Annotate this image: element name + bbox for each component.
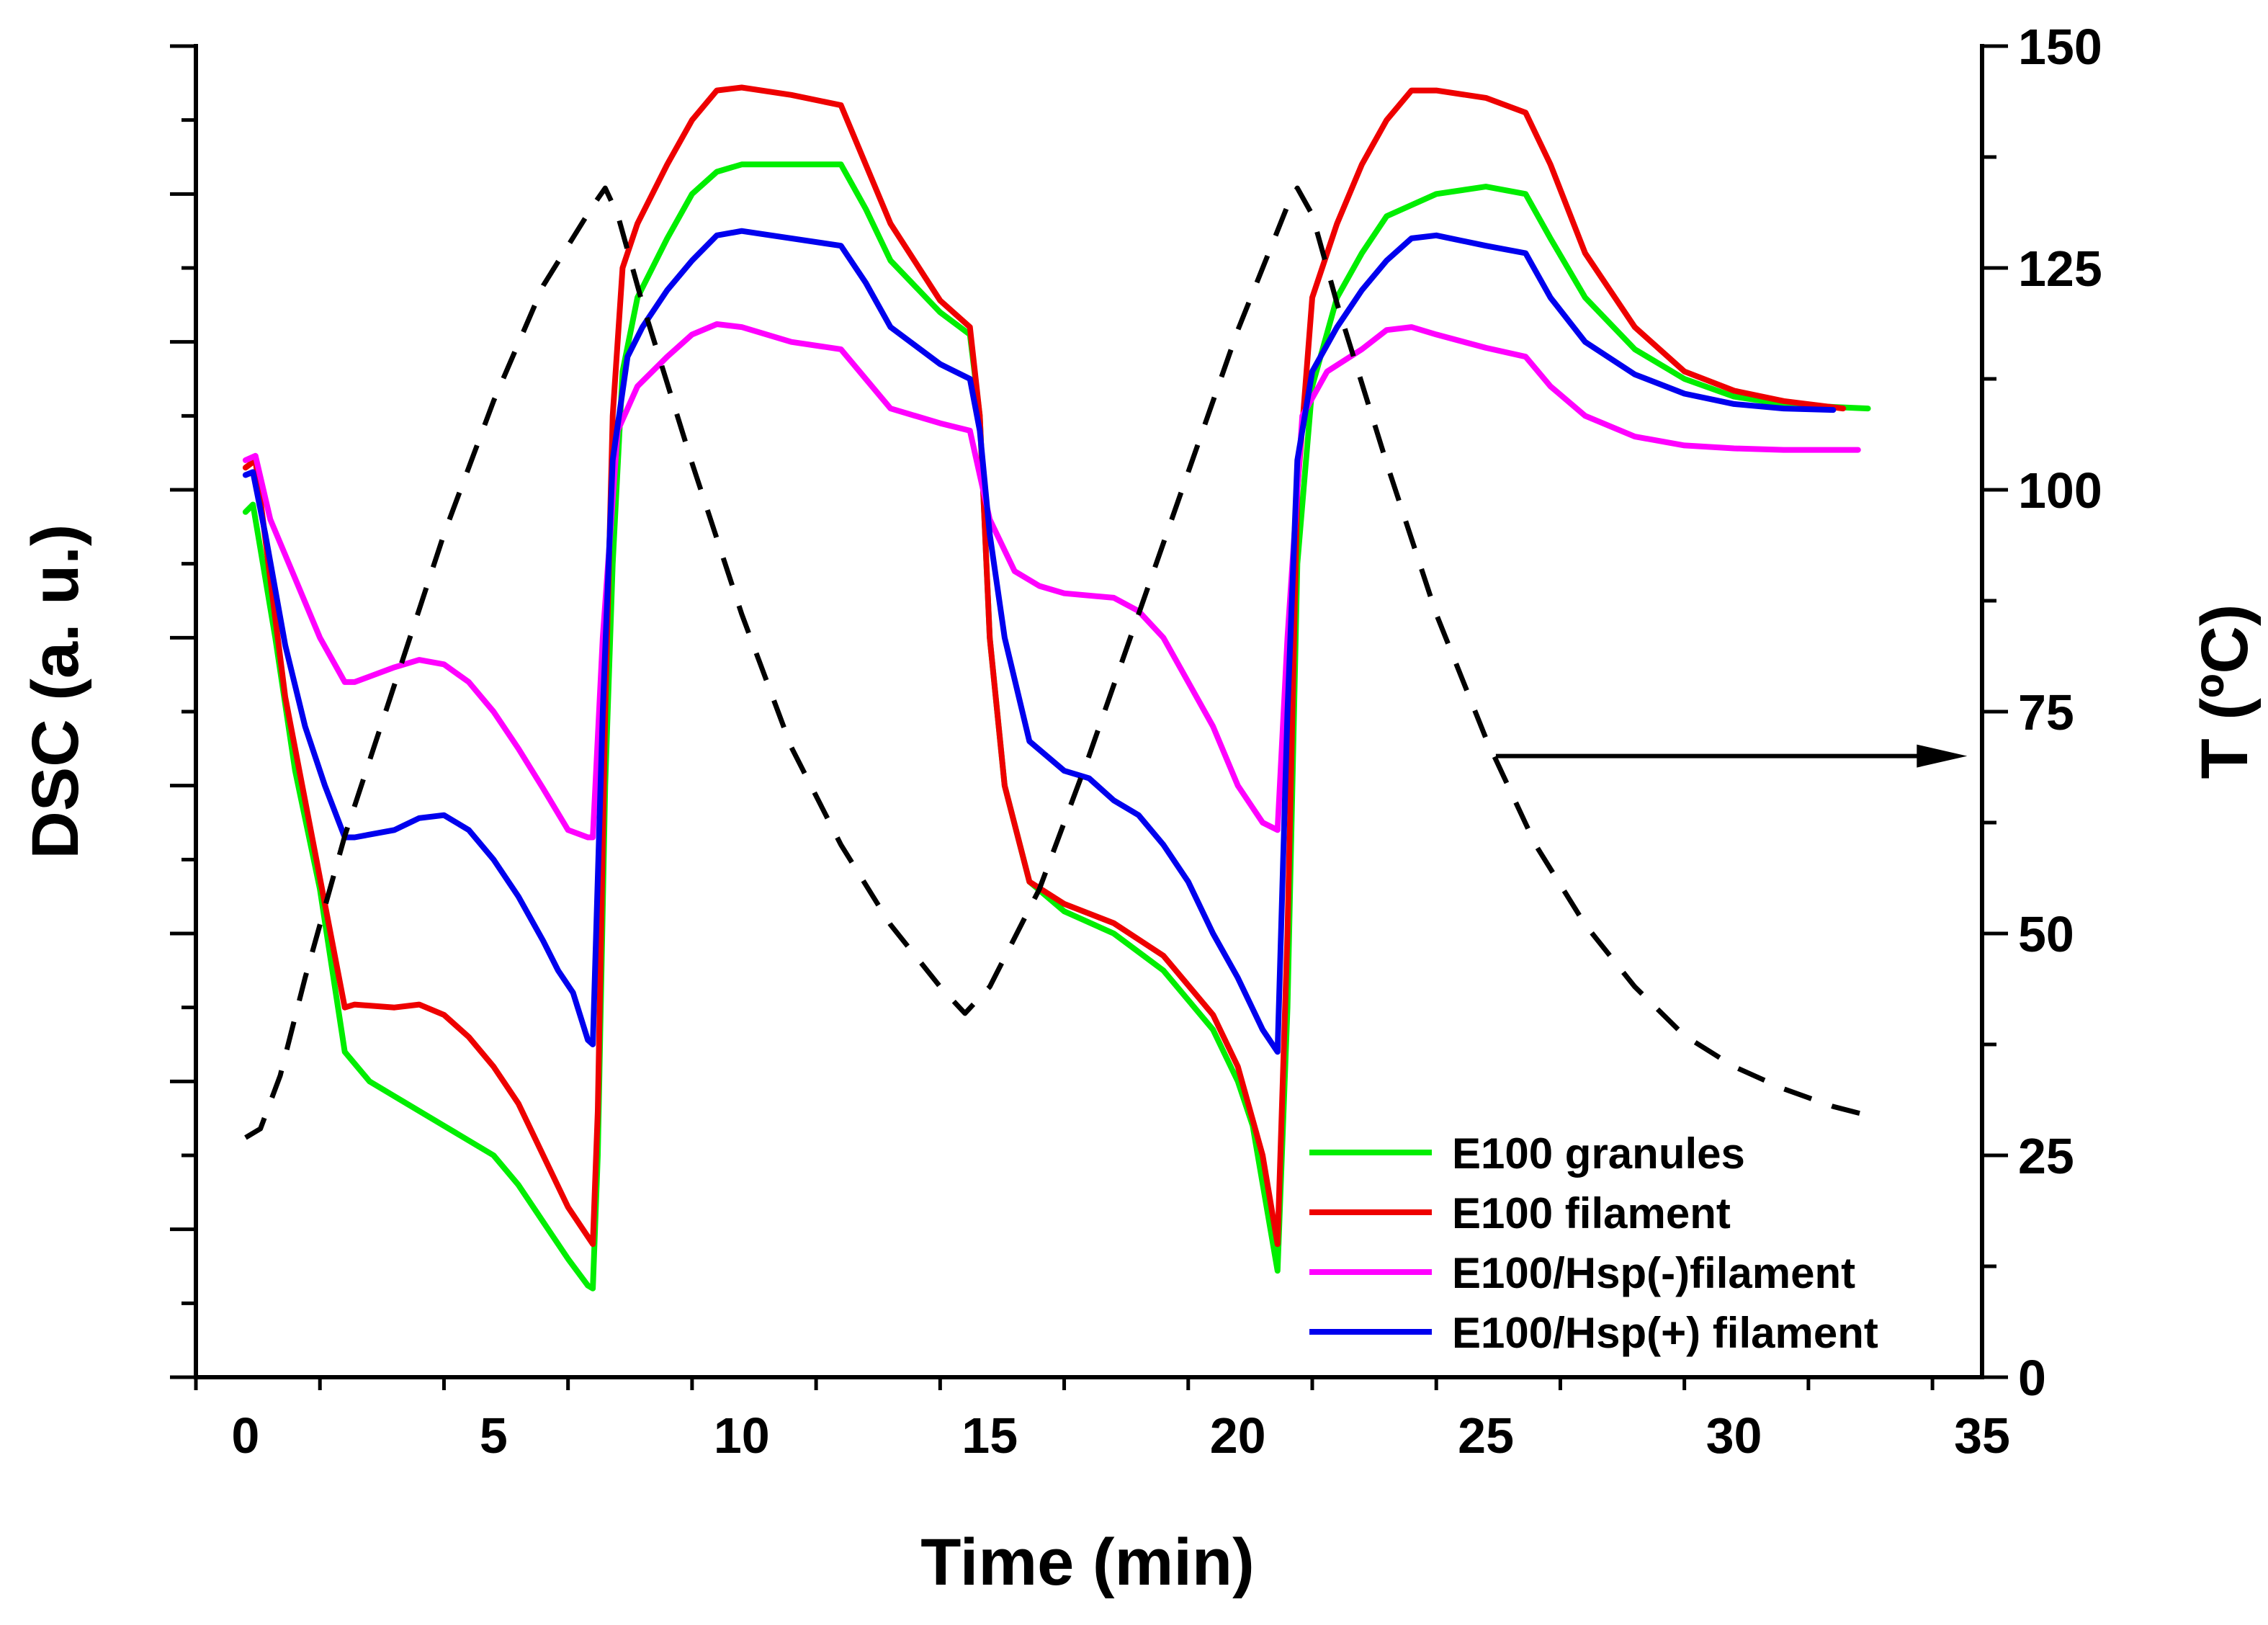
temperature-line [244, 185, 1869, 1140]
series-line-1 [242, 84, 1847, 1248]
right-tick-label: 25 [2018, 1128, 2074, 1184]
legend: E100 granules E100 filament E100/Hsp(-)fil… [1309, 1129, 1878, 1357]
x-tick-label: 0 [231, 1407, 259, 1464]
right-tick-label: 0 [2018, 1350, 2046, 1406]
right-tick-label: 100 [2018, 462, 2102, 519]
series-line-3 [242, 228, 1837, 1055]
x-axis-title: Time (min) [920, 1526, 1254, 1599]
x-tick-label: 15 [962, 1407, 1018, 1464]
x-tick-label: 10 [714, 1407, 770, 1464]
legend-label: E100 granules [1452, 1129, 1745, 1178]
right-tick-label: 75 [2018, 684, 2074, 740]
series-layer [242, 84, 1871, 1292]
right-tick-label: 150 [2018, 19, 2102, 75]
x-tick-label: 35 [1954, 1407, 2010, 1464]
left-y-axis-title: DSC (a. u.) [19, 524, 92, 859]
annotation-layer [1495, 744, 1968, 768]
series-line-2 [242, 321, 1861, 841]
x-tick-label: 20 [1210, 1407, 1266, 1464]
legend-label: E100/Hsp(+) filament [1452, 1309, 1878, 1357]
x-tick-label: 25 [1458, 1407, 1514, 1464]
x-tick-label: 5 [480, 1407, 508, 1464]
right-tick-label: 125 [2018, 241, 2102, 297]
legend-label: E100 filament [1452, 1189, 1731, 1237]
series-line-0 [242, 161, 1871, 1292]
right-tick-label: 50 [2018, 906, 2074, 962]
x-tick-label: 30 [1706, 1407, 1762, 1464]
legend-label: E100/Hsp(-)filament [1452, 1249, 1855, 1297]
annotation-arrow-head [1917, 744, 1968, 768]
right-y-axis-title: T (ºC) [2188, 604, 2262, 779]
